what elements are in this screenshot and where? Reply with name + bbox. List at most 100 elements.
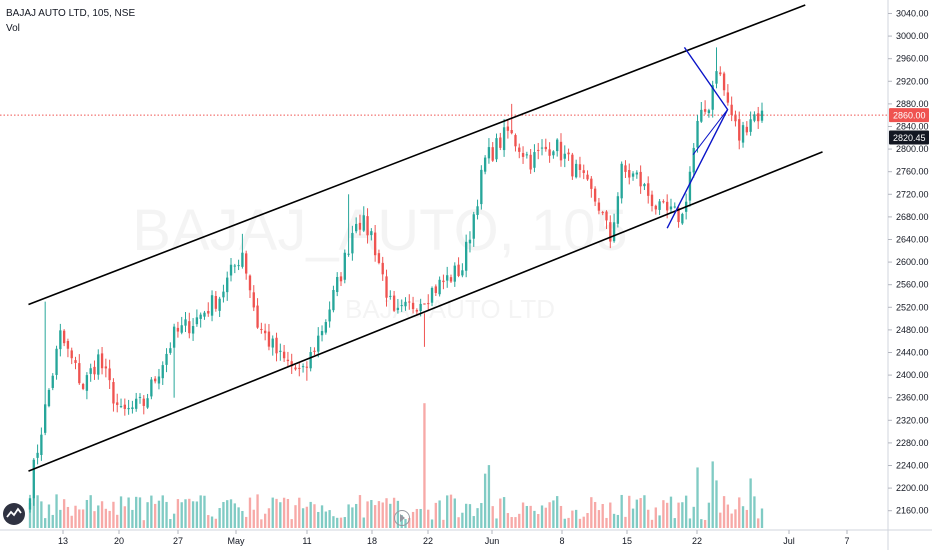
volume-bar — [609, 502, 612, 528]
candle — [62, 329, 66, 347]
candle-body — [597, 202, 601, 211]
candle — [138, 393, 142, 404]
volume-bar — [521, 502, 525, 528]
candle — [301, 363, 305, 373]
volume-bar — [506, 513, 510, 528]
candle-body — [715, 71, 718, 84]
candle-body — [176, 327, 180, 332]
candle-body — [161, 365, 164, 379]
volume-bar — [666, 502, 669, 528]
candle — [423, 303, 426, 347]
candle-body — [214, 296, 218, 309]
volume-bar — [199, 495, 202, 528]
candle-body — [631, 173, 635, 177]
candle-body — [457, 264, 460, 276]
y-tick-label: 2160.00 — [896, 506, 929, 516]
volume-bar — [203, 495, 206, 528]
volume-bar — [411, 511, 415, 528]
volume-bar — [468, 504, 472, 528]
candle — [207, 302, 210, 317]
volume-bar — [597, 510, 601, 528]
candle-body — [703, 109, 707, 112]
candle-body — [294, 367, 297, 370]
candle-body — [540, 147, 544, 149]
candle — [529, 148, 532, 174]
candle — [210, 290, 214, 322]
volume-bar — [738, 497, 741, 528]
candle-body — [453, 265, 456, 282]
candle — [521, 146, 525, 164]
candle-body — [317, 335, 320, 352]
volume-bar — [404, 518, 407, 528]
volume-bar — [408, 517, 411, 528]
volume-bar — [298, 497, 301, 528]
candle-body — [210, 295, 214, 316]
y-tick-label: 2200.00 — [896, 483, 929, 493]
candle-body — [191, 326, 195, 334]
candle-body — [51, 375, 54, 388]
candle — [556, 138, 559, 157]
volume-bar — [332, 516, 335, 528]
last-price-tag-text: 2860.00 — [893, 111, 926, 121]
candle-body — [252, 292, 255, 308]
candle-body — [669, 206, 673, 210]
candle — [199, 312, 202, 328]
candle — [396, 298, 400, 314]
volume-bar — [510, 517, 513, 528]
candle-body — [567, 152, 570, 155]
candle-body — [722, 73, 726, 91]
volume-bar — [93, 511, 96, 528]
candle-body — [146, 398, 149, 408]
candle-body — [518, 147, 521, 152]
candle — [650, 190, 654, 212]
volume-bar — [707, 502, 711, 528]
candle — [305, 361, 309, 381]
candle — [313, 347, 316, 356]
candle — [44, 301, 47, 436]
volume-bar — [480, 503, 483, 528]
candle — [760, 102, 764, 123]
candle-body — [525, 154, 529, 156]
candle — [518, 143, 521, 159]
candle — [749, 111, 752, 136]
volume-bar — [396, 500, 400, 528]
candle-body — [434, 286, 437, 293]
volume-bar — [89, 495, 92, 528]
candle-body — [495, 138, 498, 160]
volume-bar — [62, 499, 66, 528]
volume-bar — [449, 494, 453, 528]
tradingview-logo-icon — [3, 503, 25, 525]
volume-bar — [260, 519, 263, 528]
y-tick-label: 2280.00 — [896, 438, 929, 448]
candle — [332, 285, 335, 313]
candle-body — [233, 265, 236, 267]
candle-body — [123, 404, 126, 409]
candle — [320, 325, 324, 342]
candle — [339, 272, 343, 287]
candle-body — [461, 270, 464, 276]
y-tick-label: 2800.00 — [896, 144, 929, 154]
candle-body — [119, 406, 123, 408]
candle-body — [472, 214, 475, 239]
volume-bar — [59, 509, 62, 528]
volume-bar — [301, 508, 305, 528]
candle-body — [195, 317, 199, 325]
volume-bar — [495, 518, 498, 528]
volume-bars — [28, 403, 764, 528]
volume-bar — [233, 503, 236, 528]
candle-body — [464, 241, 468, 271]
candle-body — [271, 338, 274, 348]
volume-bar — [635, 499, 639, 528]
volume-bar — [286, 498, 290, 528]
volume-bar — [590, 497, 593, 528]
candle-body — [93, 366, 96, 375]
candle — [552, 150, 555, 159]
candle — [256, 298, 259, 329]
volume-bar — [32, 498, 35, 528]
candle — [104, 358, 108, 378]
volume-bar — [100, 501, 104, 528]
candle — [153, 376, 157, 384]
candle — [669, 198, 673, 214]
